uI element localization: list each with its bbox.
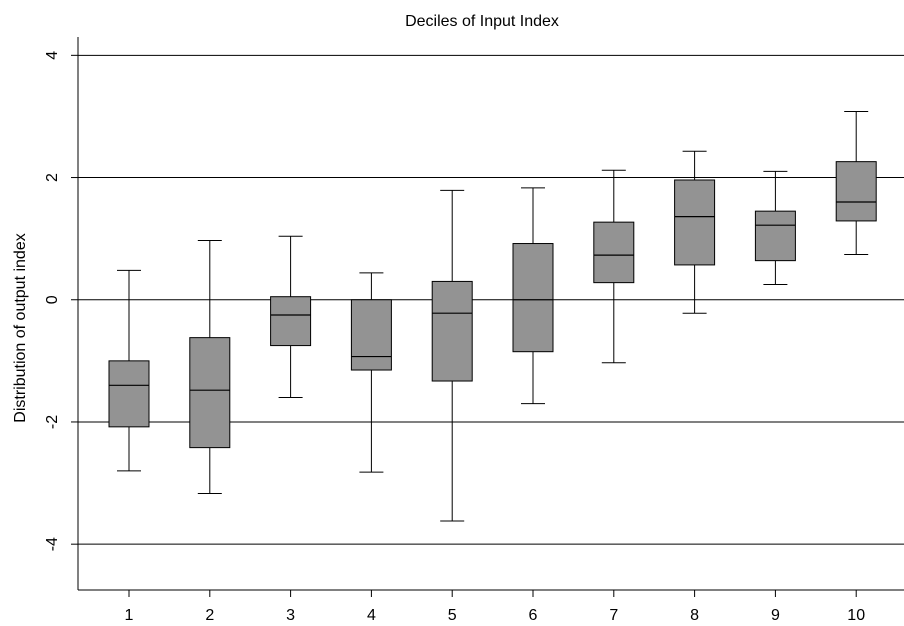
y-tick-labels: -4 -2 0 2 4 <box>44 51 61 552</box>
x-tick-label: 7 <box>609 607 618 624</box>
iqr-box <box>431 280 473 382</box>
x-tick-label: 1 <box>125 607 134 624</box>
iqr-box <box>108 360 150 428</box>
box-5 <box>431 189 473 522</box>
x-tick-label: 8 <box>690 607 699 624</box>
iqr-box <box>674 179 716 266</box>
box-2 <box>189 239 231 494</box>
x-tick-label: 2 <box>205 607 214 624</box>
box-plots <box>108 111 877 522</box>
iqr-box <box>593 221 635 284</box>
y-tick-label: 4 <box>44 51 61 60</box>
x-tick-label: 4 <box>367 607 376 624</box>
x-tick-label: 10 <box>847 607 865 624</box>
iqr-box <box>189 337 231 449</box>
box-7 <box>593 169 635 364</box>
box-8 <box>674 150 716 314</box>
iqr-box <box>754 210 796 262</box>
x-tick-label: 9 <box>771 607 780 624</box>
grid-lines <box>78 54 904 545</box>
box-1 <box>108 269 150 472</box>
y-tick-label: 2 <box>44 173 61 182</box>
chart-title: Deciles of Input Index <box>405 13 559 30</box>
iqr-box <box>512 243 554 353</box>
box-3 <box>270 235 312 399</box>
x-tick-label: 3 <box>286 607 295 624</box>
box-4 <box>350 272 392 473</box>
x-tick-labels: 1 2 3 4 5 6 7 8 9 10 <box>125 607 866 624</box>
axes <box>71 37 904 597</box>
iqr-box <box>270 296 312 347</box>
x-tick-label: 6 <box>529 607 538 624</box>
iqr-box <box>350 299 392 371</box>
y-tick-label: 0 <box>44 295 61 304</box>
box-6 <box>512 187 554 405</box>
y-tick-label: -4 <box>44 537 61 551</box>
box-9 <box>754 170 796 285</box>
iqr-box <box>835 161 877 222</box>
box-10 <box>835 111 877 256</box>
x-tick-label: 5 <box>448 607 457 624</box>
y-tick-label: -2 <box>44 415 61 429</box>
y-axis-label: Distribution of output index <box>12 233 29 422</box>
